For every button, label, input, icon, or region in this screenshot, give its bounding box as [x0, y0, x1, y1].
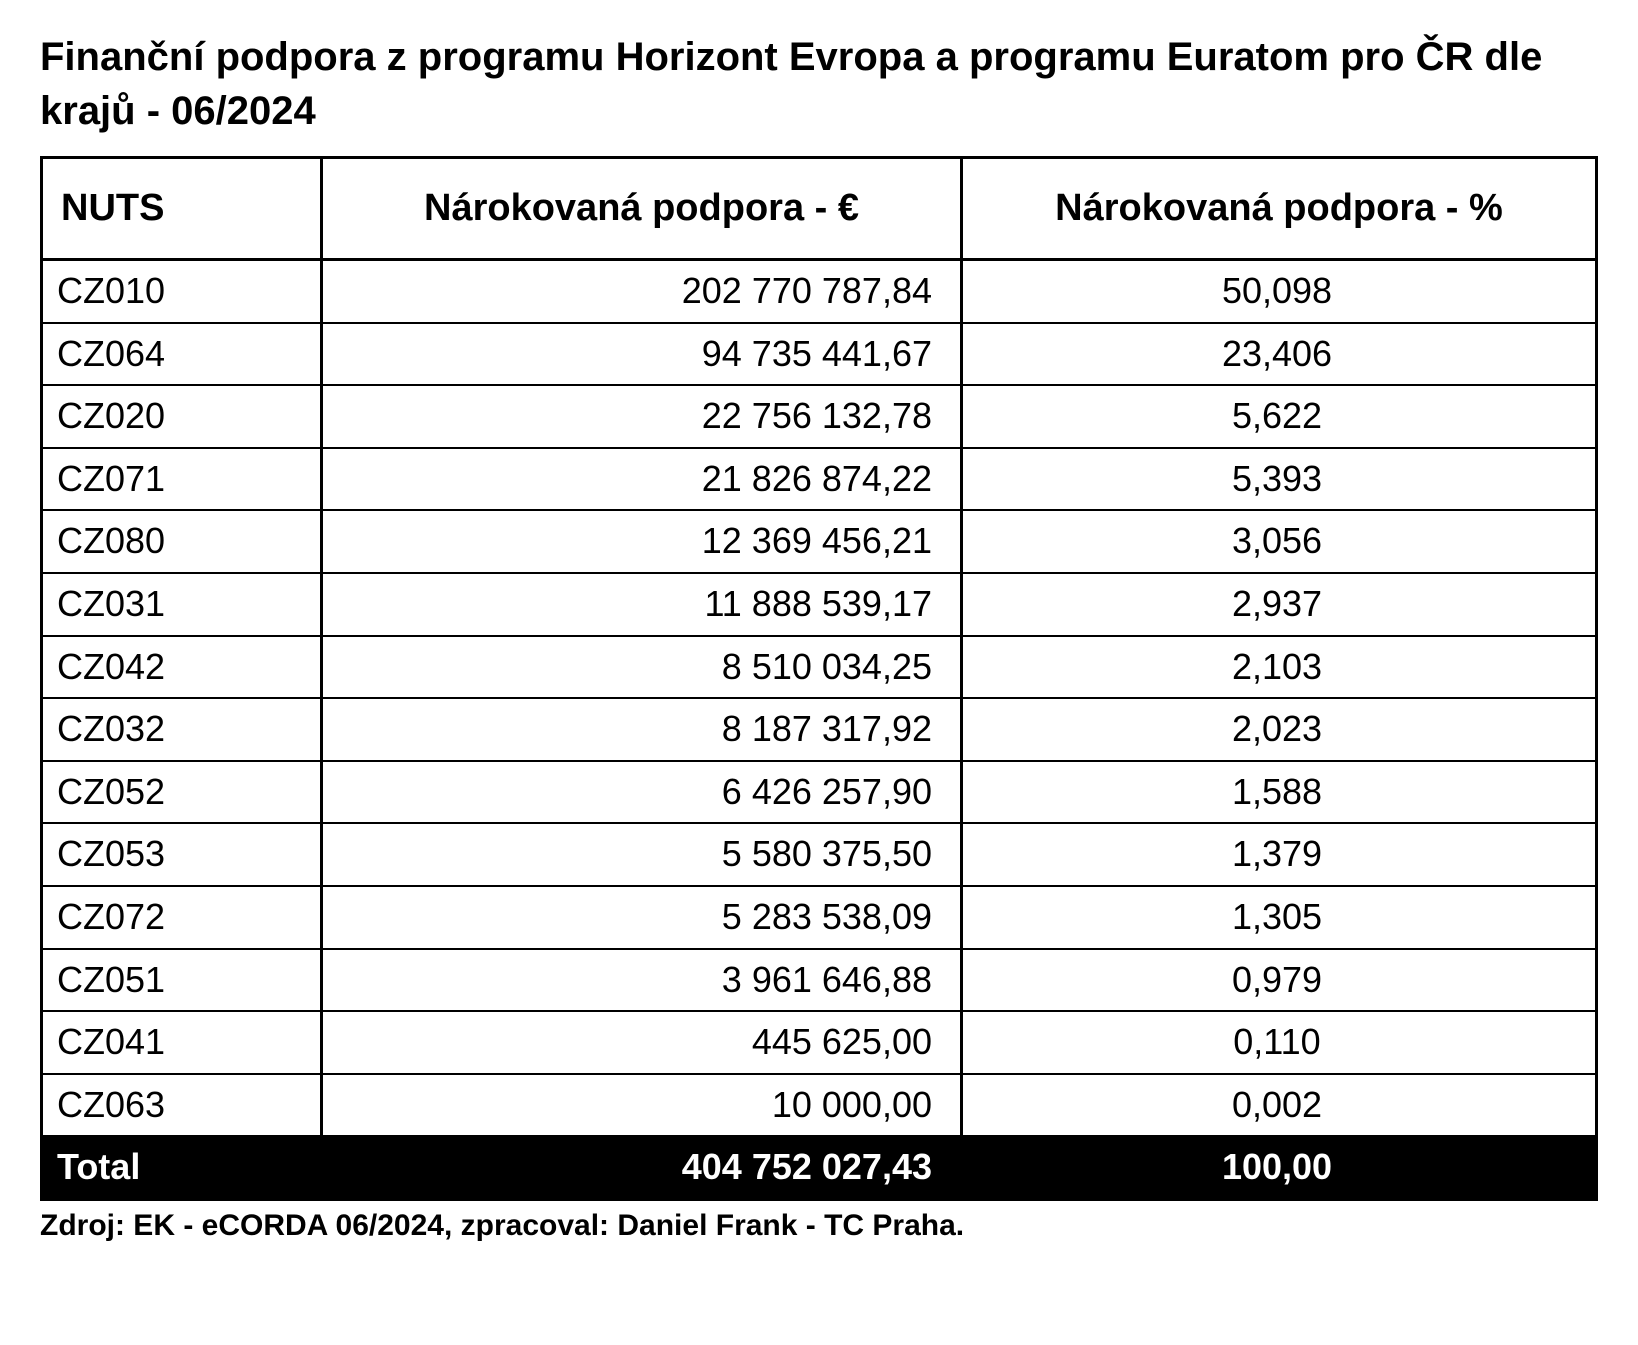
cell-nuts: CZ071: [42, 448, 322, 511]
cell-eur: 6 426 257,90: [322, 761, 962, 824]
cell-pct: 5,622: [962, 385, 1597, 448]
cell-pct: 0,002: [962, 1074, 1597, 1137]
table-row: CZ06494 735 441,6723,406: [42, 323, 1597, 386]
cell-nuts: CZ063: [42, 1074, 322, 1137]
page-title: Finanční podpora z programu Horizont Evr…: [40, 30, 1598, 138]
cell-eur: 11 888 539,17: [322, 573, 962, 636]
total-label: Total: [42, 1136, 322, 1199]
footer-source: Zdroj: EK - eCORDA 06/2024, zpracoval: D…: [40, 1209, 1598, 1243]
cell-nuts: CZ064: [42, 323, 322, 386]
cell-pct: 1,588: [962, 761, 1597, 824]
cell-nuts: CZ072: [42, 886, 322, 949]
table-row: CZ0328 187 317,922,023: [42, 698, 1597, 761]
cell-eur: 10 000,00: [322, 1074, 962, 1137]
column-header-pct: Nárokovaná podpora - %: [962, 158, 1597, 260]
cell-nuts: CZ053: [42, 823, 322, 886]
table-row: CZ06310 000,000,002: [42, 1074, 1597, 1137]
table-header-row: NUTS Nárokovaná podpora - € Nárokovaná p…: [42, 158, 1597, 260]
cell-nuts: CZ020: [42, 385, 322, 448]
cell-pct: 2,937: [962, 573, 1597, 636]
table-row: CZ0513 961 646,880,979: [42, 949, 1597, 1012]
cell-pct: 1,305: [962, 886, 1597, 949]
cell-eur: 5 580 375,50: [322, 823, 962, 886]
cell-nuts: CZ052: [42, 761, 322, 824]
cell-pct: 5,393: [962, 448, 1597, 511]
table-row: CZ0428 510 034,252,103: [42, 636, 1597, 699]
cell-pct: 3,056: [962, 510, 1597, 573]
funding-table: NUTS Nárokovaná podpora - € Nárokovaná p…: [40, 156, 1598, 1201]
cell-eur: 94 735 441,67: [322, 323, 962, 386]
cell-pct: 2,023: [962, 698, 1597, 761]
cell-pct: 1,379: [962, 823, 1597, 886]
cell-nuts: CZ041: [42, 1011, 322, 1074]
column-header-eur: Nárokovaná podpora - €: [322, 158, 962, 260]
table-row: CZ0725 283 538,091,305: [42, 886, 1597, 949]
table-row: CZ08012 369 456,213,056: [42, 510, 1597, 573]
cell-eur: 12 369 456,21: [322, 510, 962, 573]
table-row: CZ03111 888 539,172,937: [42, 573, 1597, 636]
table-row: CZ07121 826 874,225,393: [42, 448, 1597, 511]
cell-eur: 21 826 874,22: [322, 448, 962, 511]
table-total-row: Total404 752 027,43100,00: [42, 1136, 1597, 1199]
total-eur: 404 752 027,43: [322, 1136, 962, 1199]
cell-pct: 0,110: [962, 1011, 1597, 1074]
table-row: CZ0535 580 375,501,379: [42, 823, 1597, 886]
cell-eur: 445 625,00: [322, 1011, 962, 1074]
table-row: CZ0526 426 257,901,588: [42, 761, 1597, 824]
table-row: CZ010202 770 787,8450,098: [42, 260, 1597, 323]
cell-eur: 202 770 787,84: [322, 260, 962, 323]
cell-nuts: CZ080: [42, 510, 322, 573]
cell-eur: 5 283 538,09: [322, 886, 962, 949]
cell-pct: 23,406: [962, 323, 1597, 386]
cell-pct: 0,979: [962, 949, 1597, 1012]
cell-nuts: CZ051: [42, 949, 322, 1012]
table-row: CZ02022 756 132,785,622: [42, 385, 1597, 448]
cell-pct: 50,098: [962, 260, 1597, 323]
table-row: CZ041445 625,000,110: [42, 1011, 1597, 1074]
cell-eur: 8 510 034,25: [322, 636, 962, 699]
cell-pct: 2,103: [962, 636, 1597, 699]
cell-nuts: CZ032: [42, 698, 322, 761]
column-header-nuts: NUTS: [42, 158, 322, 260]
cell-eur: 8 187 317,92: [322, 698, 962, 761]
cell-nuts: CZ042: [42, 636, 322, 699]
cell-eur: 3 961 646,88: [322, 949, 962, 1012]
cell-nuts: CZ031: [42, 573, 322, 636]
cell-nuts: CZ010: [42, 260, 322, 323]
total-pct: 100,00: [962, 1136, 1597, 1199]
cell-eur: 22 756 132,78: [322, 385, 962, 448]
